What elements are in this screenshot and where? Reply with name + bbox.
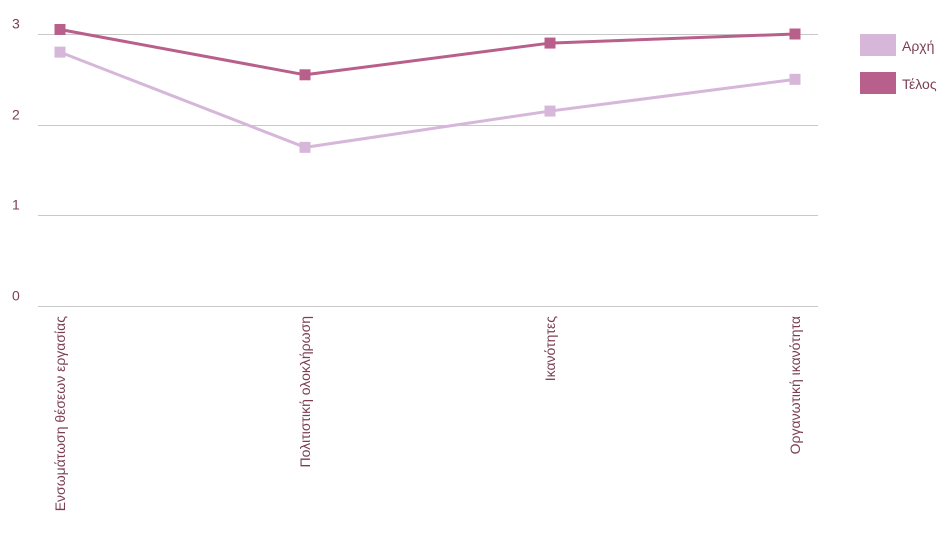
x-axis: Ενσωμάτωση θέσεων εργασίας Πολιτιστική ολ…: [52, 316, 803, 512]
series-layer: [54, 23, 801, 153]
legend-swatch: [860, 72, 896, 94]
data-point-marker: [299, 141, 311, 153]
x-category-label: Πολιτιστική ολοκλήρωση: [297, 316, 313, 468]
series-1: [54, 46, 801, 153]
y-tick-label: 2: [12, 107, 20, 123]
gridlines: [38, 34, 818, 307]
legend: Αρχή Τέλος: [860, 34, 937, 94]
legend-swatch: [860, 34, 896, 56]
x-category-label: Οργανωτική ικανότητα: [787, 316, 803, 454]
data-point-marker: [544, 37, 556, 49]
data-point-marker: [54, 46, 66, 58]
series-line: [59, 50, 796, 149]
y-axis: 0 1 2 3: [12, 16, 20, 304]
data-point-marker: [789, 28, 801, 40]
x-category-label: Ικανότητες: [542, 316, 558, 381]
legend-label: Αρχή: [902, 38, 934, 54]
data-point-marker: [544, 105, 556, 117]
series-2: [54, 23, 801, 81]
legend-label: Τέλος: [902, 76, 937, 92]
y-tick-label: 3: [12, 16, 20, 32]
data-point-marker: [54, 23, 66, 35]
y-tick-label: 1: [12, 197, 20, 213]
series-line: [59, 27, 796, 77]
x-category-label: Ενσωμάτωση θέσεων εργασίας: [52, 316, 68, 512]
data-point-marker: [789, 73, 801, 85]
data-point-marker: [299, 69, 311, 81]
y-tick-label: 0: [12, 288, 20, 304]
